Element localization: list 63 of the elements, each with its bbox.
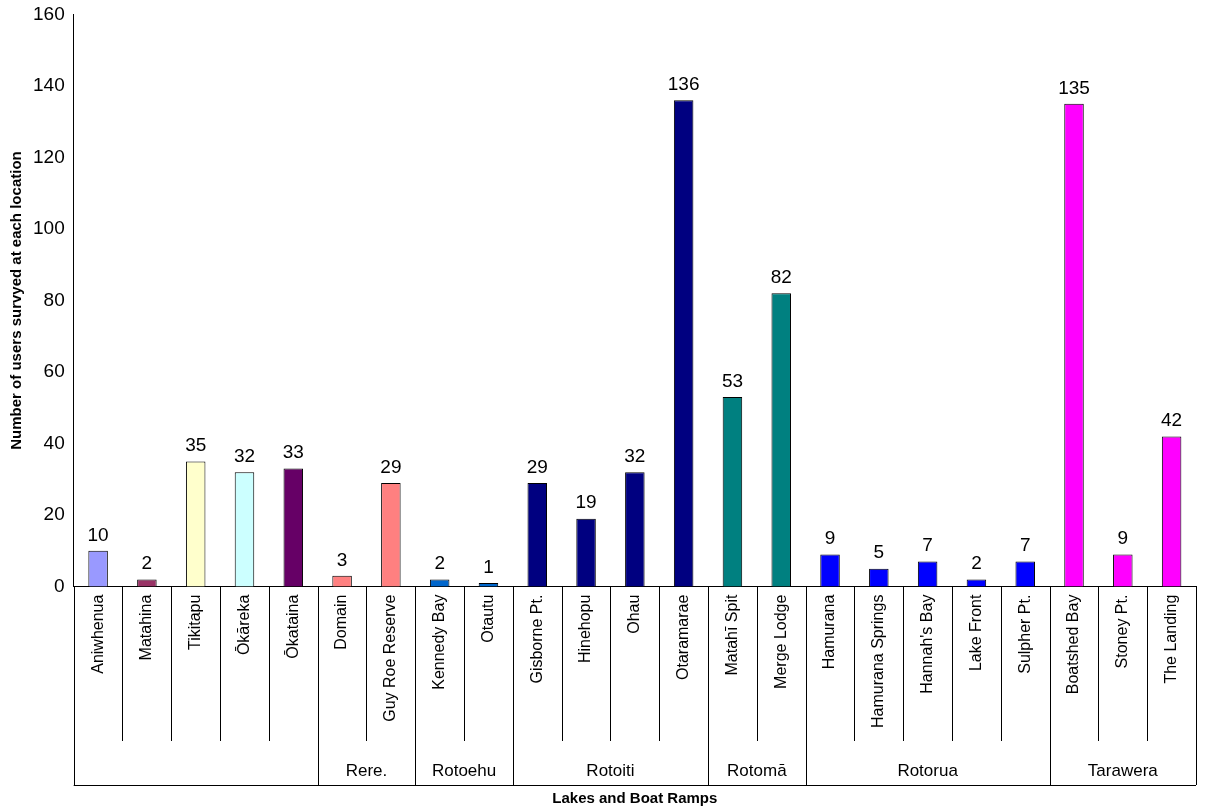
data-label: 29 — [526, 455, 548, 477]
text: Rotoiti — [586, 760, 635, 780]
x-tick-label: Lake Front — [966, 594, 984, 672]
y-tick-label: 160 — [33, 2, 65, 24]
x-tick-label: Hinehopu — [576, 594, 594, 664]
x-tick-label: Sulpher Pt. — [1015, 594, 1033, 674]
data-label: 136 — [667, 72, 700, 94]
data-label: 19 — [575, 491, 597, 513]
x-tick-label: Matahina — [137, 594, 155, 661]
y-tick-label: 120 — [33, 145, 65, 167]
data-label: 42 — [1161, 409, 1183, 431]
x-tick-label: Hamurana Springs — [869, 594, 887, 729]
x-tick-label: Ōkāreka — [234, 594, 252, 656]
x-tick-label: Domain — [332, 594, 350, 650]
text: Rotomā — [727, 760, 788, 780]
data-label: 82 — [770, 266, 792, 288]
y-axis-title: Number of users survyed at each location — [7, 151, 25, 450]
data-label: 5 — [873, 541, 885, 563]
x-tick-label: Matahī Spit — [722, 594, 740, 676]
data-label: 33 — [282, 441, 304, 463]
data-label: 32 — [624, 444, 646, 466]
y-tick-label: 80 — [43, 288, 65, 310]
x-tick-label: Ohau — [625, 594, 643, 634]
y-tick-label: 20 — [43, 503, 65, 525]
data-label: 32 — [233, 444, 256, 466]
x-tick-label: Aniwhenua — [88, 594, 106, 674]
x-tick-label: The Landing — [1162, 594, 1180, 684]
x-tick-label: Otaramarae — [674, 594, 692, 680]
data-label: 10 — [87, 523, 109, 545]
data-label: 2 — [434, 552, 445, 574]
x-tick-label: Guy Roe Reserve — [381, 594, 399, 722]
y-tick-label: 60 — [43, 360, 65, 382]
x-tick-label: Stoney Pt. — [1113, 594, 1131, 669]
x-axis-title: Lakes and Boat Ramps — [552, 789, 718, 807]
x-tick-label: Kennedy Bay — [430, 594, 448, 690]
data-label: 29 — [380, 455, 402, 477]
data-label: 2 — [971, 552, 982, 574]
text: Rere. — [345, 760, 388, 780]
data-label: 7 — [1019, 534, 1031, 556]
data-label: 1 — [483, 555, 494, 577]
data-label: 7 — [922, 534, 933, 556]
text: Rotorua — [897, 760, 959, 780]
data-label: 9 — [824, 527, 836, 549]
text: Tarawera — [1087, 760, 1159, 780]
data-label: 35 — [185, 434, 207, 456]
data-label: 3 — [336, 548, 348, 570]
x-tick-label: Hannah's Bay — [918, 594, 936, 694]
x-tick-label: Tikitapu — [186, 594, 204, 651]
data-label: 2 — [141, 552, 153, 574]
x-tick-label: Boatshed Bay — [1064, 594, 1082, 695]
data-label: 135 — [1058, 76, 1090, 98]
y-tick-label: 140 — [33, 74, 65, 96]
y-tick-label: 100 — [33, 217, 65, 239]
y-tick-label: 40 — [43, 431, 65, 453]
y-tick-label: 0 — [54, 574, 65, 596]
text: Rotoehu — [431, 760, 497, 780]
x-tick-label: Merge Lodge — [771, 594, 789, 689]
data-label: 9 — [1117, 527, 1129, 549]
x-tick-label: Otautu — [478, 594, 496, 643]
x-tick-label: Hamurana — [820, 594, 838, 670]
data-label: 53 — [721, 369, 744, 391]
x-tick-label: Ōkataina — [283, 594, 301, 659]
x-tick-label: Gisborne Pt. — [527, 594, 545, 684]
